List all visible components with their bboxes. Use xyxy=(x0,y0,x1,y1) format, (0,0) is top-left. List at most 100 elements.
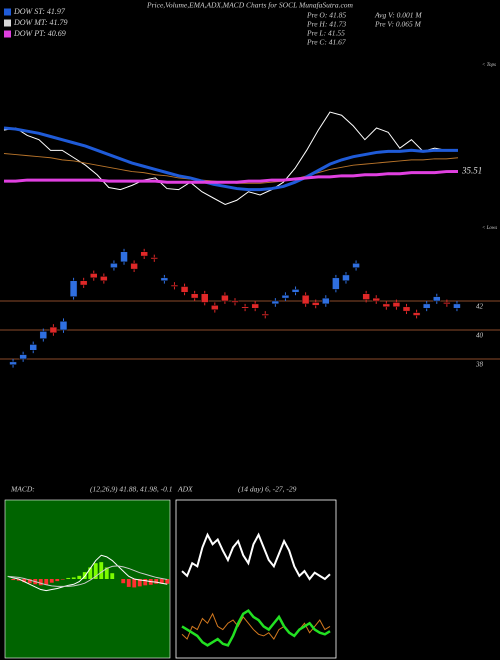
histogram-bar xyxy=(143,579,148,586)
candle-body xyxy=(69,280,78,297)
candle-body xyxy=(241,306,249,309)
histogram-bar xyxy=(77,575,82,579)
info-label: Pre C: 41.67 xyxy=(306,38,346,47)
candle-body xyxy=(160,277,169,281)
histogram-bar xyxy=(38,579,43,586)
candle-body xyxy=(453,303,461,309)
histogram-bar xyxy=(165,579,170,584)
histogram-bar xyxy=(110,573,115,579)
histogram-bar xyxy=(159,579,164,584)
candle-body xyxy=(332,277,340,290)
histogram-bar xyxy=(154,579,159,584)
candle-body xyxy=(130,263,138,270)
info-label: Pre H: 41.73 xyxy=(306,20,346,29)
histogram-bar xyxy=(60,579,65,580)
info-label: Pre O: 41.85 xyxy=(306,11,346,20)
candle-body xyxy=(180,286,189,293)
candle-body xyxy=(301,294,310,305)
info-label: Pre L: 41.55 xyxy=(306,29,345,38)
panel-label: < Lows xyxy=(482,226,497,231)
histogram-bar xyxy=(16,579,21,581)
candle-body xyxy=(170,284,179,287)
histogram-bar xyxy=(132,579,137,588)
panel-title: MACD: xyxy=(10,485,35,494)
candle-body xyxy=(311,302,320,306)
legend-swatch xyxy=(4,30,11,38)
candle-body xyxy=(382,303,391,308)
histogram-bar xyxy=(22,579,27,583)
panel-subtitle: (14 day) 6, -27, -29 xyxy=(238,485,297,494)
candle-body xyxy=(221,294,229,302)
info-label: Pre V: 0.065 M xyxy=(374,20,422,29)
candle-body xyxy=(231,300,239,303)
legend-label: DOW MT: 41.79 xyxy=(13,18,68,27)
candle-body xyxy=(9,361,17,366)
candle-body xyxy=(120,251,128,263)
indicator-line xyxy=(7,554,168,592)
histogram-bar xyxy=(104,567,109,579)
candle-body xyxy=(443,302,451,305)
candle-body xyxy=(342,274,350,281)
candle-body xyxy=(392,302,401,308)
legend-swatch xyxy=(4,19,11,27)
candle-body xyxy=(271,300,280,305)
histogram-bar xyxy=(66,577,71,579)
panel-label: < Tops xyxy=(482,63,496,68)
candle-body xyxy=(140,251,148,257)
candle-body xyxy=(322,297,330,305)
panel-subtitle: (12,26,9) 41.88, 41.98, -0.1 xyxy=(90,485,173,494)
candle-body xyxy=(211,305,219,310)
page-title: Price,Volume,EMA,ADX,MACD Charts for SOC… xyxy=(146,1,353,10)
y-tick-label: 40 xyxy=(476,332,484,340)
candle-body xyxy=(79,280,88,286)
y-tick-label: 38 xyxy=(475,361,484,369)
panel-background xyxy=(175,499,337,659)
y-tick-label: 42 xyxy=(476,303,484,311)
legend-label: DOW ST: 41.97 xyxy=(13,7,66,16)
candle-body xyxy=(90,273,98,279)
indicator-line xyxy=(181,532,331,581)
candle-body xyxy=(19,354,27,360)
candle-body xyxy=(422,303,431,309)
histogram-bar xyxy=(55,579,60,582)
candle-body xyxy=(59,321,68,331)
indicator-line xyxy=(181,608,331,647)
info-label: Avg V: 0.001 M xyxy=(374,11,422,20)
candle-body xyxy=(412,312,421,316)
candle-body xyxy=(402,306,411,312)
panel-title: ADX xyxy=(177,485,193,494)
candle-body xyxy=(39,331,48,339)
candle-body xyxy=(200,293,209,303)
indicator-line xyxy=(7,565,168,587)
histogram-bar xyxy=(71,577,76,579)
series-line xyxy=(3,126,458,192)
annotation-label: 35.51 xyxy=(461,166,482,176)
series-line xyxy=(3,111,458,206)
histogram-bar xyxy=(93,563,98,579)
candle-body xyxy=(49,326,58,334)
legend-swatch xyxy=(4,8,11,16)
histogram-bar xyxy=(121,579,126,584)
histogram-bar xyxy=(99,562,104,579)
histogram-bar xyxy=(126,579,131,587)
histogram-bar xyxy=(49,579,54,583)
histogram-bar xyxy=(44,579,49,585)
candle-body xyxy=(29,344,37,351)
histogram-bar xyxy=(27,579,32,584)
candle-body xyxy=(251,303,259,309)
candle-body xyxy=(100,276,108,281)
histogram-bar xyxy=(11,579,16,581)
series-line xyxy=(4,169,459,184)
candle-body xyxy=(261,313,270,316)
histogram-bar xyxy=(137,579,142,587)
legend-label: DOW PT: 40.69 xyxy=(13,29,66,38)
candle-body xyxy=(190,293,199,299)
candle-body xyxy=(362,293,370,300)
candle-body xyxy=(291,289,300,293)
panel-background xyxy=(4,499,171,659)
candle-body xyxy=(352,263,360,268)
candle-body xyxy=(150,257,159,260)
candle-body xyxy=(372,297,380,302)
histogram-bar xyxy=(88,567,93,579)
